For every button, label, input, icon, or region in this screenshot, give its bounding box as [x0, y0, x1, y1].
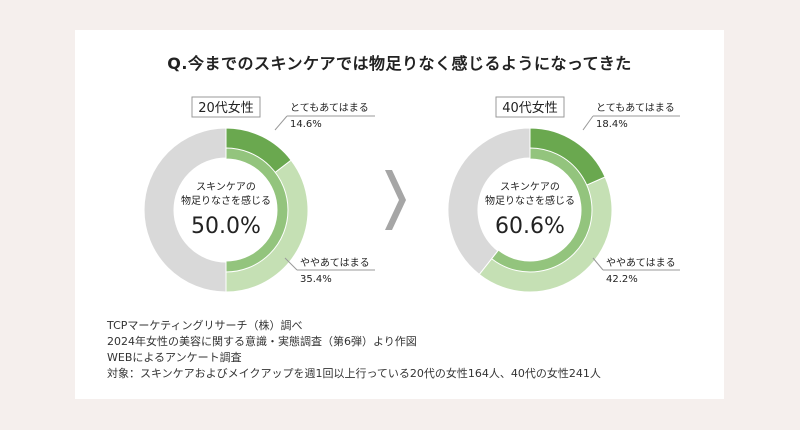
donut-chart-40s: 40代女性 スキンケアの 物足りなさを感じる 60.6% とてもあてはまる 18…	[447, 96, 680, 293]
callout-leader	[284, 257, 298, 271]
group-label: 20代女性	[198, 100, 254, 116]
group-label-box	[495, 96, 565, 118]
source-notes: TCPマーケティングリサーチ（株）調べ 2024年女性の美容に関する意識・実態調…	[107, 318, 601, 382]
group-label: 40代女性	[502, 100, 558, 116]
group-label-box	[191, 96, 261, 118]
center-label-line1: スキンケアの	[500, 181, 560, 193]
chart-card: Q.今までのスキンケアでは物足りなく感じるようになってきた 20代女性 スキンケ…	[75, 30, 724, 399]
chart-title: Q.今までのスキンケアでは物足りなく感じるようになってきた	[167, 54, 632, 73]
slice-remainder	[143, 127, 227, 293]
center-label-line2: 物足りなさを感じる	[181, 194, 271, 207]
center-total-value: 60.6%	[495, 214, 565, 239]
callout-leader	[582, 115, 594, 131]
chevron-right-icon	[385, 170, 406, 230]
callout-leader	[274, 115, 288, 131]
slice-total-ring	[225, 147, 289, 273]
slice-label-strong: とてもあてはまる	[596, 102, 675, 114]
slice-value-strong: 18.4%	[596, 119, 628, 130]
center-total-value: 50.0%	[191, 214, 261, 239]
transition-arrow	[385, 170, 406, 230]
slice-group	[447, 127, 613, 293]
slice-value-strong: 14.6%	[290, 119, 322, 130]
slice-label-strong: とてもあてはまる	[290, 102, 369, 114]
center-label-line2: 物足りなさを感じる	[485, 194, 575, 207]
slice-remainder	[447, 127, 531, 276]
charts-canvas: 20代女性 スキンケアの 物足りなさを感じる 50.0% とてもあてはまる 14…	[143, 96, 680, 293]
slice-group	[143, 127, 309, 293]
donut-chart-20s: 20代女性 スキンケアの 物足りなさを感じる 50.0% とてもあてはまる 14…	[143, 96, 375, 293]
source-line: 2024年女性の美容に関する意識・実態調査（第6弾）より作図	[107, 335, 417, 348]
source-line: TCPマーケティングリサーチ（株）調べ	[107, 319, 303, 332]
slice-value-somewhat: 35.4%	[300, 274, 332, 285]
callout-leader	[592, 257, 604, 271]
slice-label-somewhat: ややあてはまる	[300, 257, 370, 269]
slice-total-ring	[490, 147, 593, 273]
center-label-line1: スキンケアの	[196, 181, 256, 193]
slice-label-somewhat: ややあてはまる	[606, 257, 676, 269]
source-line: 対象：スキンケアおよびメイクアップを週1回以上行っている20代の女性164人、4…	[107, 367, 601, 380]
slice-value-somewhat: 42.2%	[606, 274, 638, 285]
source-line: WEBによるアンケート調査	[107, 351, 242, 364]
